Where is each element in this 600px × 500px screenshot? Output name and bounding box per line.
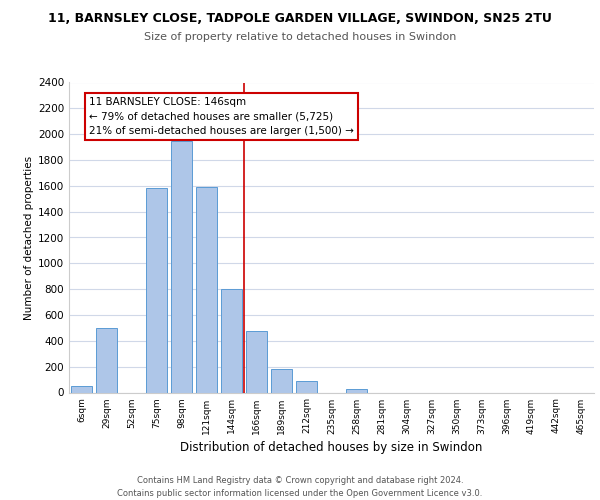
Bar [246,330,267,392]
Text: Contains HM Land Registry data © Crown copyright and database right 2024.: Contains HM Land Registry data © Crown c… [137,476,463,485]
Text: Size of property relative to detached houses in Swindon: Size of property relative to detached ho… [144,32,456,42]
Text: 11 BARNSLEY CLOSE: 146sqm
← 79% of detached houses are smaller (5,725)
21% of se: 11 BARNSLEY CLOSE: 146sqm ← 79% of detac… [89,96,354,136]
Bar [171,140,192,392]
Bar [221,289,242,393]
Bar [96,328,117,392]
Text: Contains public sector information licensed under the Open Government Licence v3: Contains public sector information licen… [118,489,482,498]
Bar [146,188,167,392]
X-axis label: Distribution of detached houses by size in Swindon: Distribution of detached houses by size … [181,440,482,454]
Bar [196,187,217,392]
Bar [346,388,367,392]
Bar [296,381,317,392]
Y-axis label: Number of detached properties: Number of detached properties [24,156,34,320]
Bar [71,386,92,392]
Bar [271,368,292,392]
Text: 11, BARNSLEY CLOSE, TADPOLE GARDEN VILLAGE, SWINDON, SN25 2TU: 11, BARNSLEY CLOSE, TADPOLE GARDEN VILLA… [48,12,552,26]
